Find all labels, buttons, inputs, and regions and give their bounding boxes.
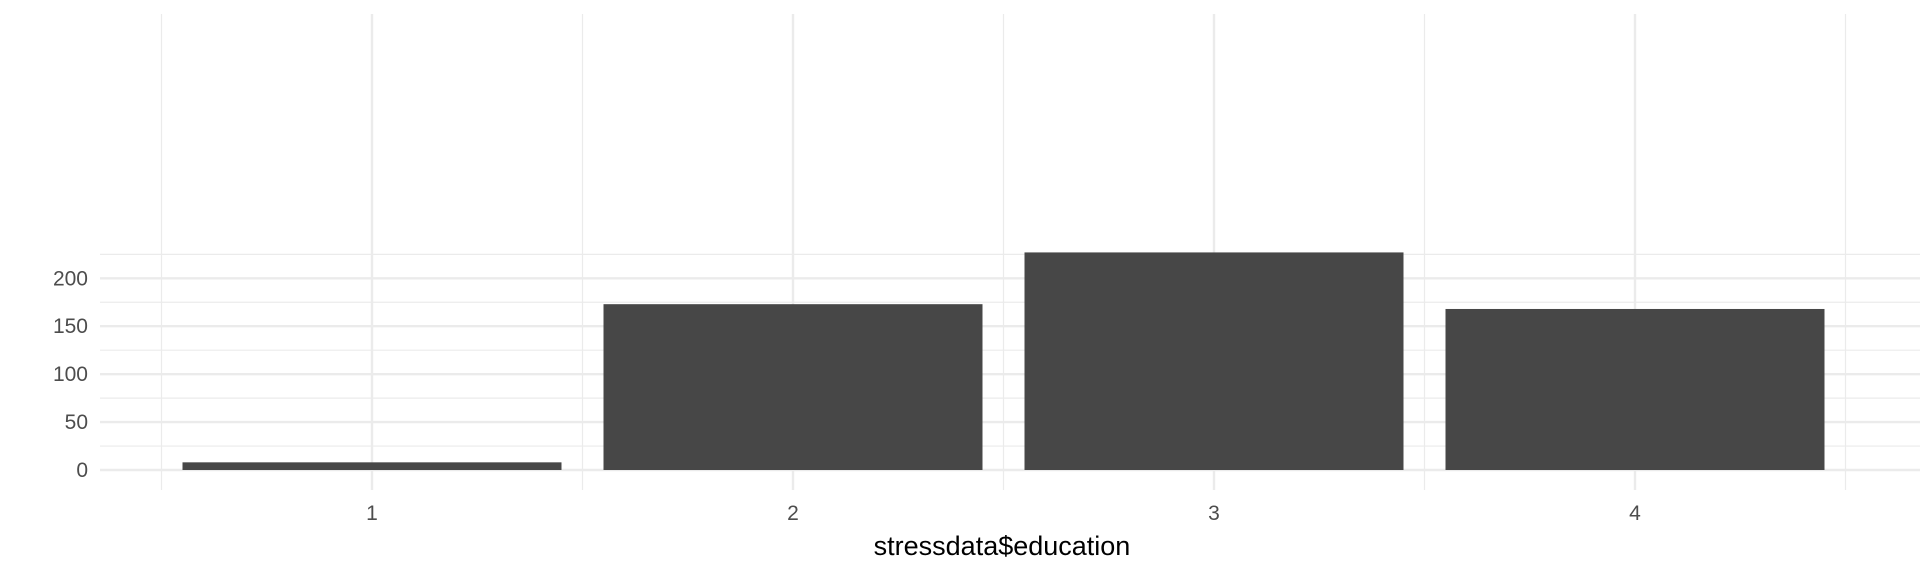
y-tick-label: 0 xyxy=(76,459,88,482)
y-tick-label: 150 xyxy=(53,315,88,338)
y-tick-labels: 0 50 100 150 200 xyxy=(53,267,88,482)
x-tick-labels: 1 2 3 4 xyxy=(366,502,1641,525)
x-tick-label: 2 xyxy=(787,502,799,525)
bar-3 xyxy=(1024,252,1404,470)
bars xyxy=(182,252,1825,470)
bar-1 xyxy=(182,462,562,470)
x-axis-title: stressdata$education xyxy=(874,531,1131,561)
bar-2 xyxy=(603,304,983,470)
y-tick-label: 200 xyxy=(53,267,88,290)
bar-4 xyxy=(1445,308,1825,470)
x-tick-label: 1 xyxy=(366,502,378,525)
x-tick-label: 3 xyxy=(1208,502,1220,525)
y-tick-label: 100 xyxy=(53,363,88,386)
x-tick-label: 4 xyxy=(1629,502,1641,525)
y-tick-label: 50 xyxy=(65,411,88,434)
